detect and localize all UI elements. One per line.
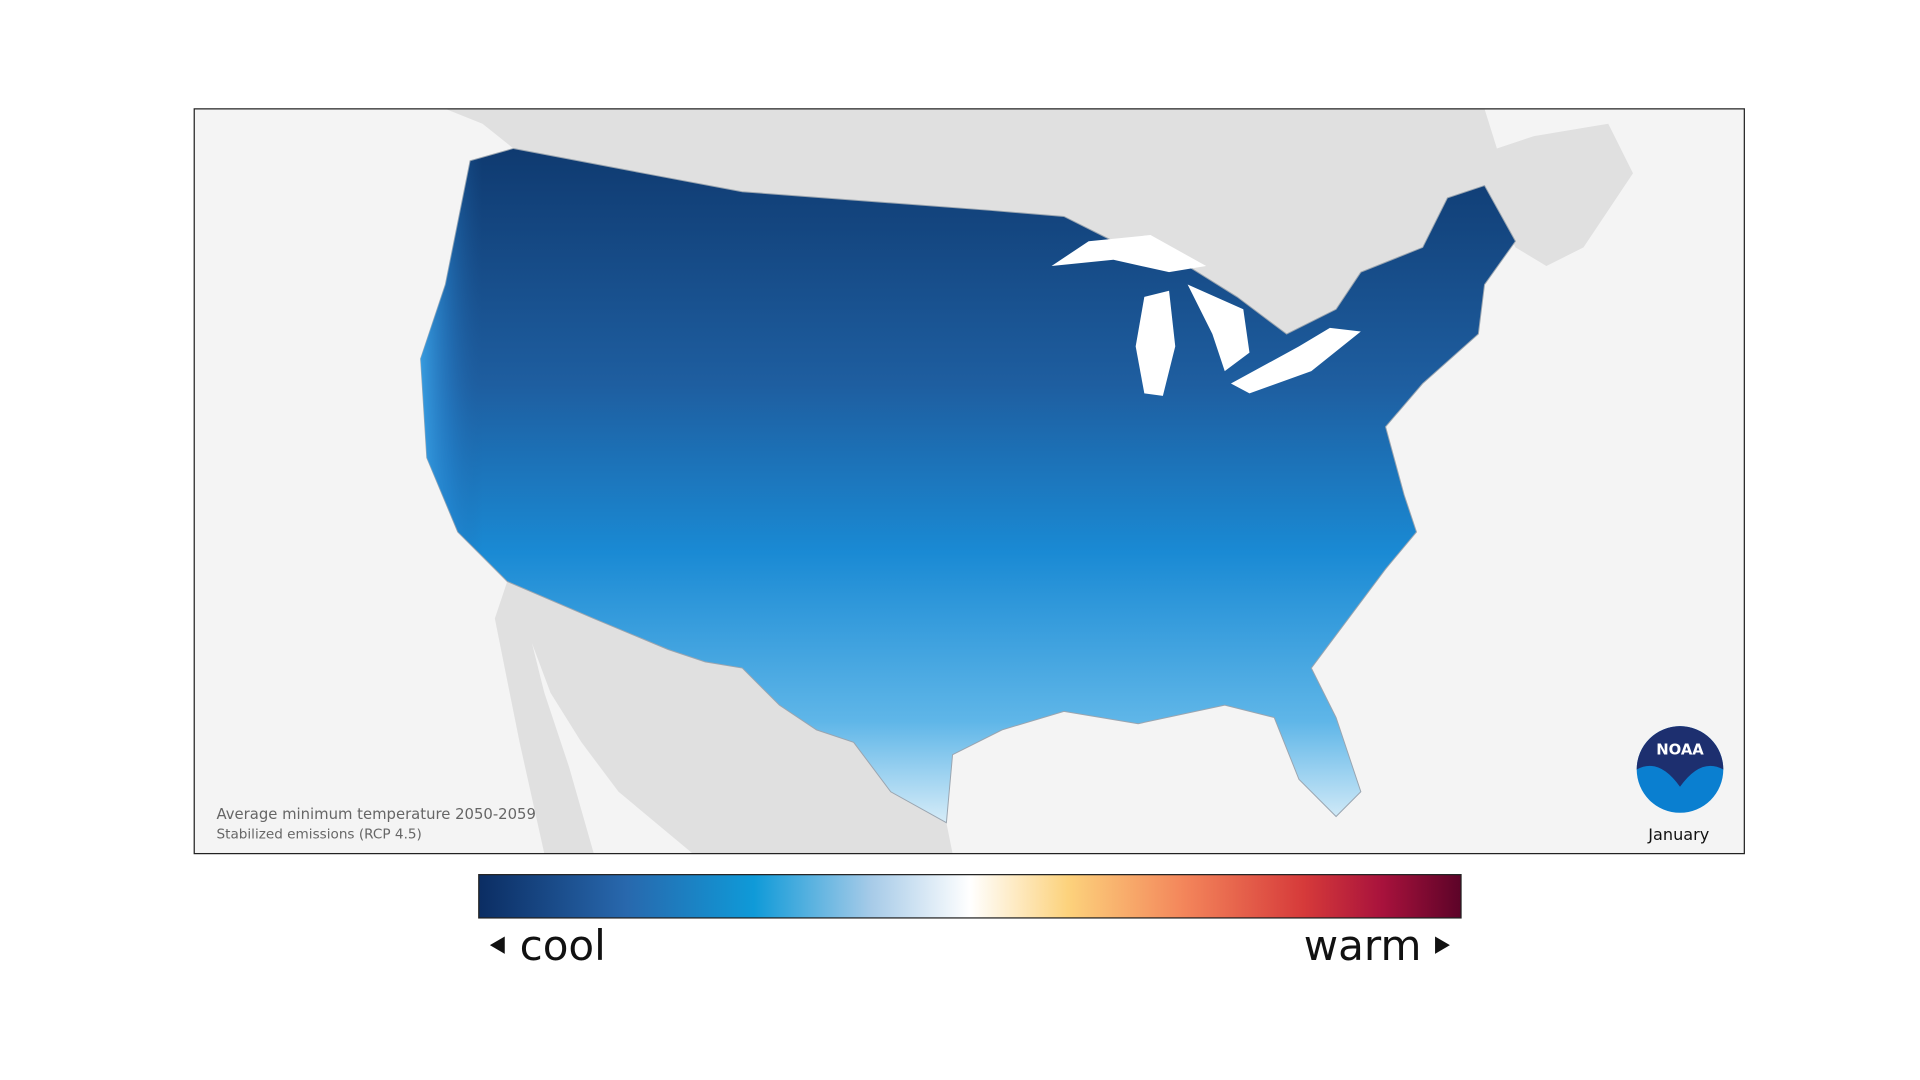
- canada-land: [445, 108, 1633, 335]
- mexico-land: [494, 581, 953, 854]
- lake-superior: [1051, 235, 1207, 273]
- noaa-logo: NOAA: [1636, 726, 1724, 813]
- logo-text: NOAA: [1656, 742, 1704, 759]
- legend-high: warm: [1304, 921, 1422, 970]
- logo-top: [1636, 726, 1724, 787]
- map-frame: [194, 108, 1745, 854]
- lake-erie-ontario: [1230, 327, 1361, 394]
- cool-arrow: [489, 936, 505, 954]
- west-coast-warmth: [420, 148, 669, 650]
- caption-title: Average minimum temperature 2050-2059: [216, 806, 535, 823]
- warm-arrow: [1435, 936, 1450, 954]
- lake-michigan: [1135, 290, 1176, 396]
- legend-low: cool: [520, 921, 606, 970]
- lake-huron: [1187, 284, 1250, 372]
- caption-scenario: Stabilized emissions (RCP 4.5): [216, 827, 421, 843]
- frame-border: [193, 108, 1745, 855]
- color-scale: [478, 874, 1462, 919]
- month-label: January: [1647, 825, 1709, 844]
